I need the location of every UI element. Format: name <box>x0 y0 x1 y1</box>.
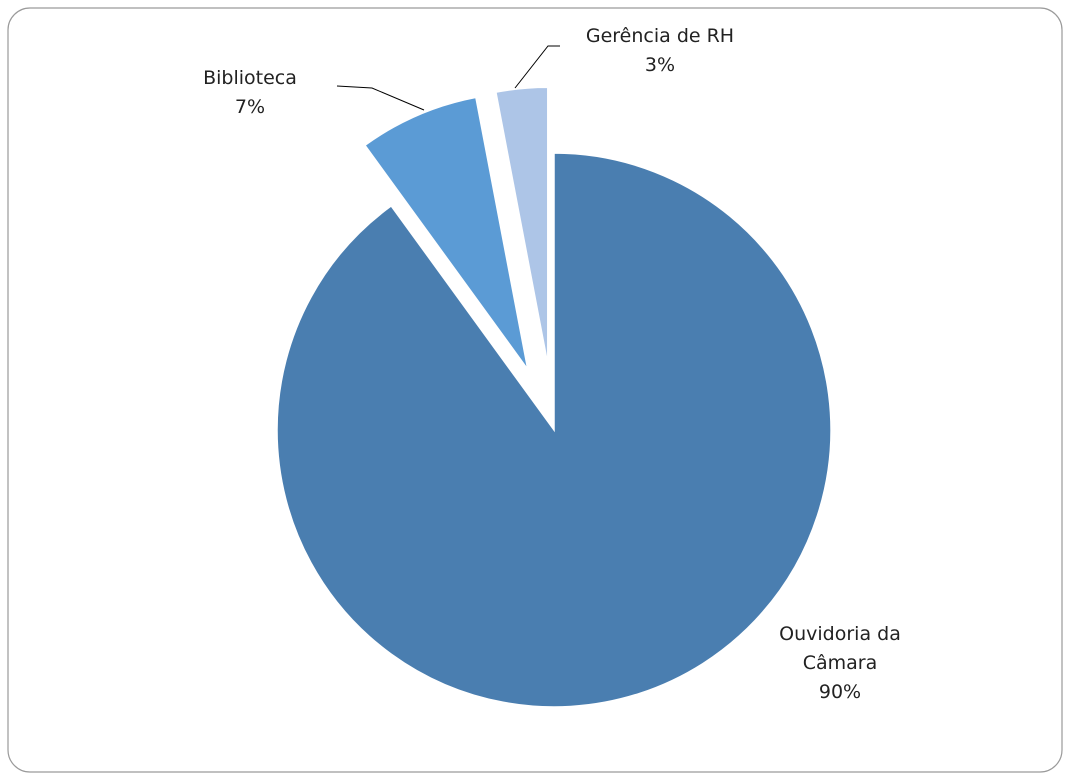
data-label: Ouvidoria da Câmara 90% <box>760 620 920 707</box>
value-label: 7% <box>234 96 266 118</box>
value-label: 3% <box>644 54 676 76</box>
frame <box>7 7 1063 773</box>
category-label: Biblioteca <box>203 67 297 89</box>
pie-slice <box>495 86 549 365</box>
pie-slice <box>276 152 832 708</box>
leader-line <box>336 85 425 111</box>
pie-slice <box>363 96 529 370</box>
data-label: Biblioteca 7% <box>190 64 310 122</box>
leader-line <box>514 45 560 89</box>
data-label: Gerência de RH 3% <box>550 22 770 80</box>
category-label: Gerência de RH <box>585 25 735 47</box>
value-label: 90% <box>818 681 862 703</box>
category-label: Ouvidoria da Câmara <box>779 623 901 674</box>
slices <box>276 86 832 708</box>
